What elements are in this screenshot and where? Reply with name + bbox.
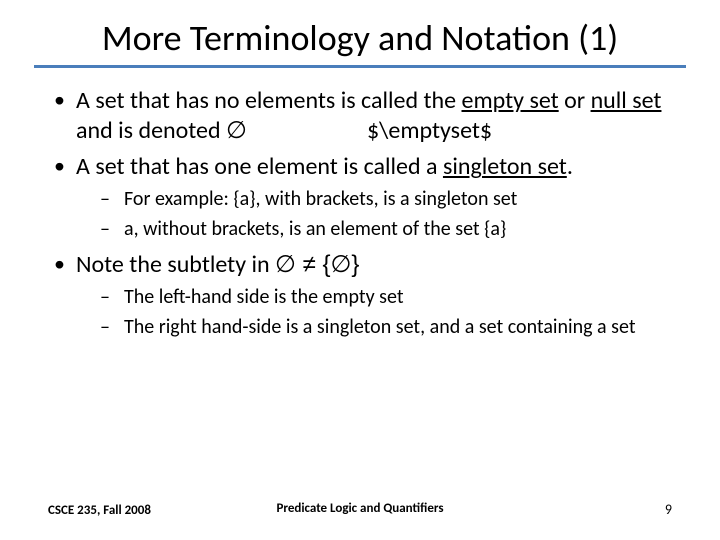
text: or: [559, 86, 591, 115]
empty-set-symbol: ∅: [226, 117, 247, 144]
bullet-list: A set that has no elements is called the…: [48, 86, 672, 340]
sub-item: The left-hand side is the empty set: [76, 284, 672, 310]
expr-empty-neq: ∅ ≠ {∅}: [275, 251, 359, 278]
term-null-set: null set: [591, 86, 662, 115]
text: and is denoted: [76, 116, 226, 145]
bullet-empty-set: A set that has no elements is called the…: [48, 86, 672, 146]
term-empty-set: empty set: [462, 86, 559, 115]
title-divider: [34, 65, 686, 68]
text: .: [567, 152, 573, 181]
slide: More Terminology and Notation (1) A set …: [0, 0, 720, 540]
sub-list: For example: {a}, with brackets, is a si…: [76, 186, 672, 242]
term-singleton-set: singleton set: [443, 152, 567, 181]
bullet-subtlety: Note the subtlety in ∅ ≠ {∅} The left-ha…: [48, 250, 672, 340]
sub-item: a, without brackets, is an element of th…: [76, 216, 672, 242]
sub-item: For example: {a}, with brackets, is a si…: [76, 186, 672, 212]
footer-center: Predicate Logic and Quantifiers: [48, 501, 672, 516]
text: A set that has no elements is called the: [76, 86, 462, 115]
text: Note the subtlety in: [76, 250, 275, 279]
sub-item: The right hand-side is a singleton set, …: [76, 314, 672, 340]
slide-title: More Terminology and Notation (1): [48, 18, 672, 59]
sub-list: The left-hand side is the empty set The …: [76, 284, 672, 340]
slide-footer: CSCE 235, Fall 2008 Predicate Logic and …: [48, 501, 672, 518]
text: A set that has one element is called a: [76, 152, 443, 181]
latex-code: $\emptyset$: [367, 116, 492, 146]
bullet-singleton: A set that has one element is called a s…: [48, 152, 672, 242]
